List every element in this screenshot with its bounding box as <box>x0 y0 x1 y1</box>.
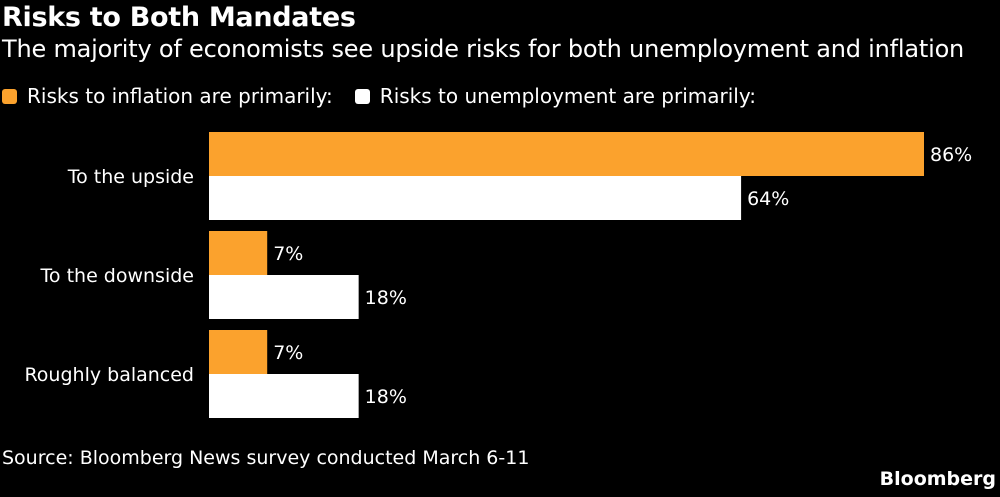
value-label-inflation: 86% <box>930 144 972 166</box>
value-label-inflation: 7% <box>273 243 303 265</box>
bar-inflation <box>209 231 268 275</box>
bar-inflation <box>209 132 924 176</box>
category-label: Roughly balanced <box>24 364 194 386</box>
chart-title: Risks to Both Mandates <box>2 2 356 33</box>
bar-unemployment <box>209 176 742 220</box>
category-label: To the upside <box>67 166 194 188</box>
source-note: Source: Bloomberg News survey conducted … <box>2 447 530 469</box>
value-label-unemployment: 64% <box>747 188 789 210</box>
value-label-unemployment: 18% <box>365 386 407 408</box>
legend-item-unemployment: Risks to unemployment are primarily: <box>354 84 756 108</box>
legend: Risks to inflation are primarily: Risks … <box>2 83 778 109</box>
legend-swatch-unemployment <box>354 88 370 104</box>
bar-chart: To the upside 86% 64% To the downside 7% 18% R… <box>24 132 972 418</box>
category-label: To the downside <box>40 265 194 287</box>
legend-item-inflation: Risks to inflation are primarily: <box>2 84 333 108</box>
legend-swatch-inflation <box>2 88 17 104</box>
legend-label-inflation: Risks to inflation are primarily: <box>27 84 333 108</box>
value-label-unemployment: 18% <box>365 287 407 309</box>
legend-label-unemployment: Risks to unemployment are primarily: <box>379 84 756 108</box>
bar-unemployment <box>209 374 359 418</box>
bar-unemployment <box>209 275 359 319</box>
bloomberg-logo: Bloomberg <box>879 468 996 490</box>
value-label-inflation: 7% <box>273 342 303 364</box>
chart-subtitle: The majority of economists see upside ri… <box>2 35 965 63</box>
bar-inflation <box>209 330 268 374</box>
